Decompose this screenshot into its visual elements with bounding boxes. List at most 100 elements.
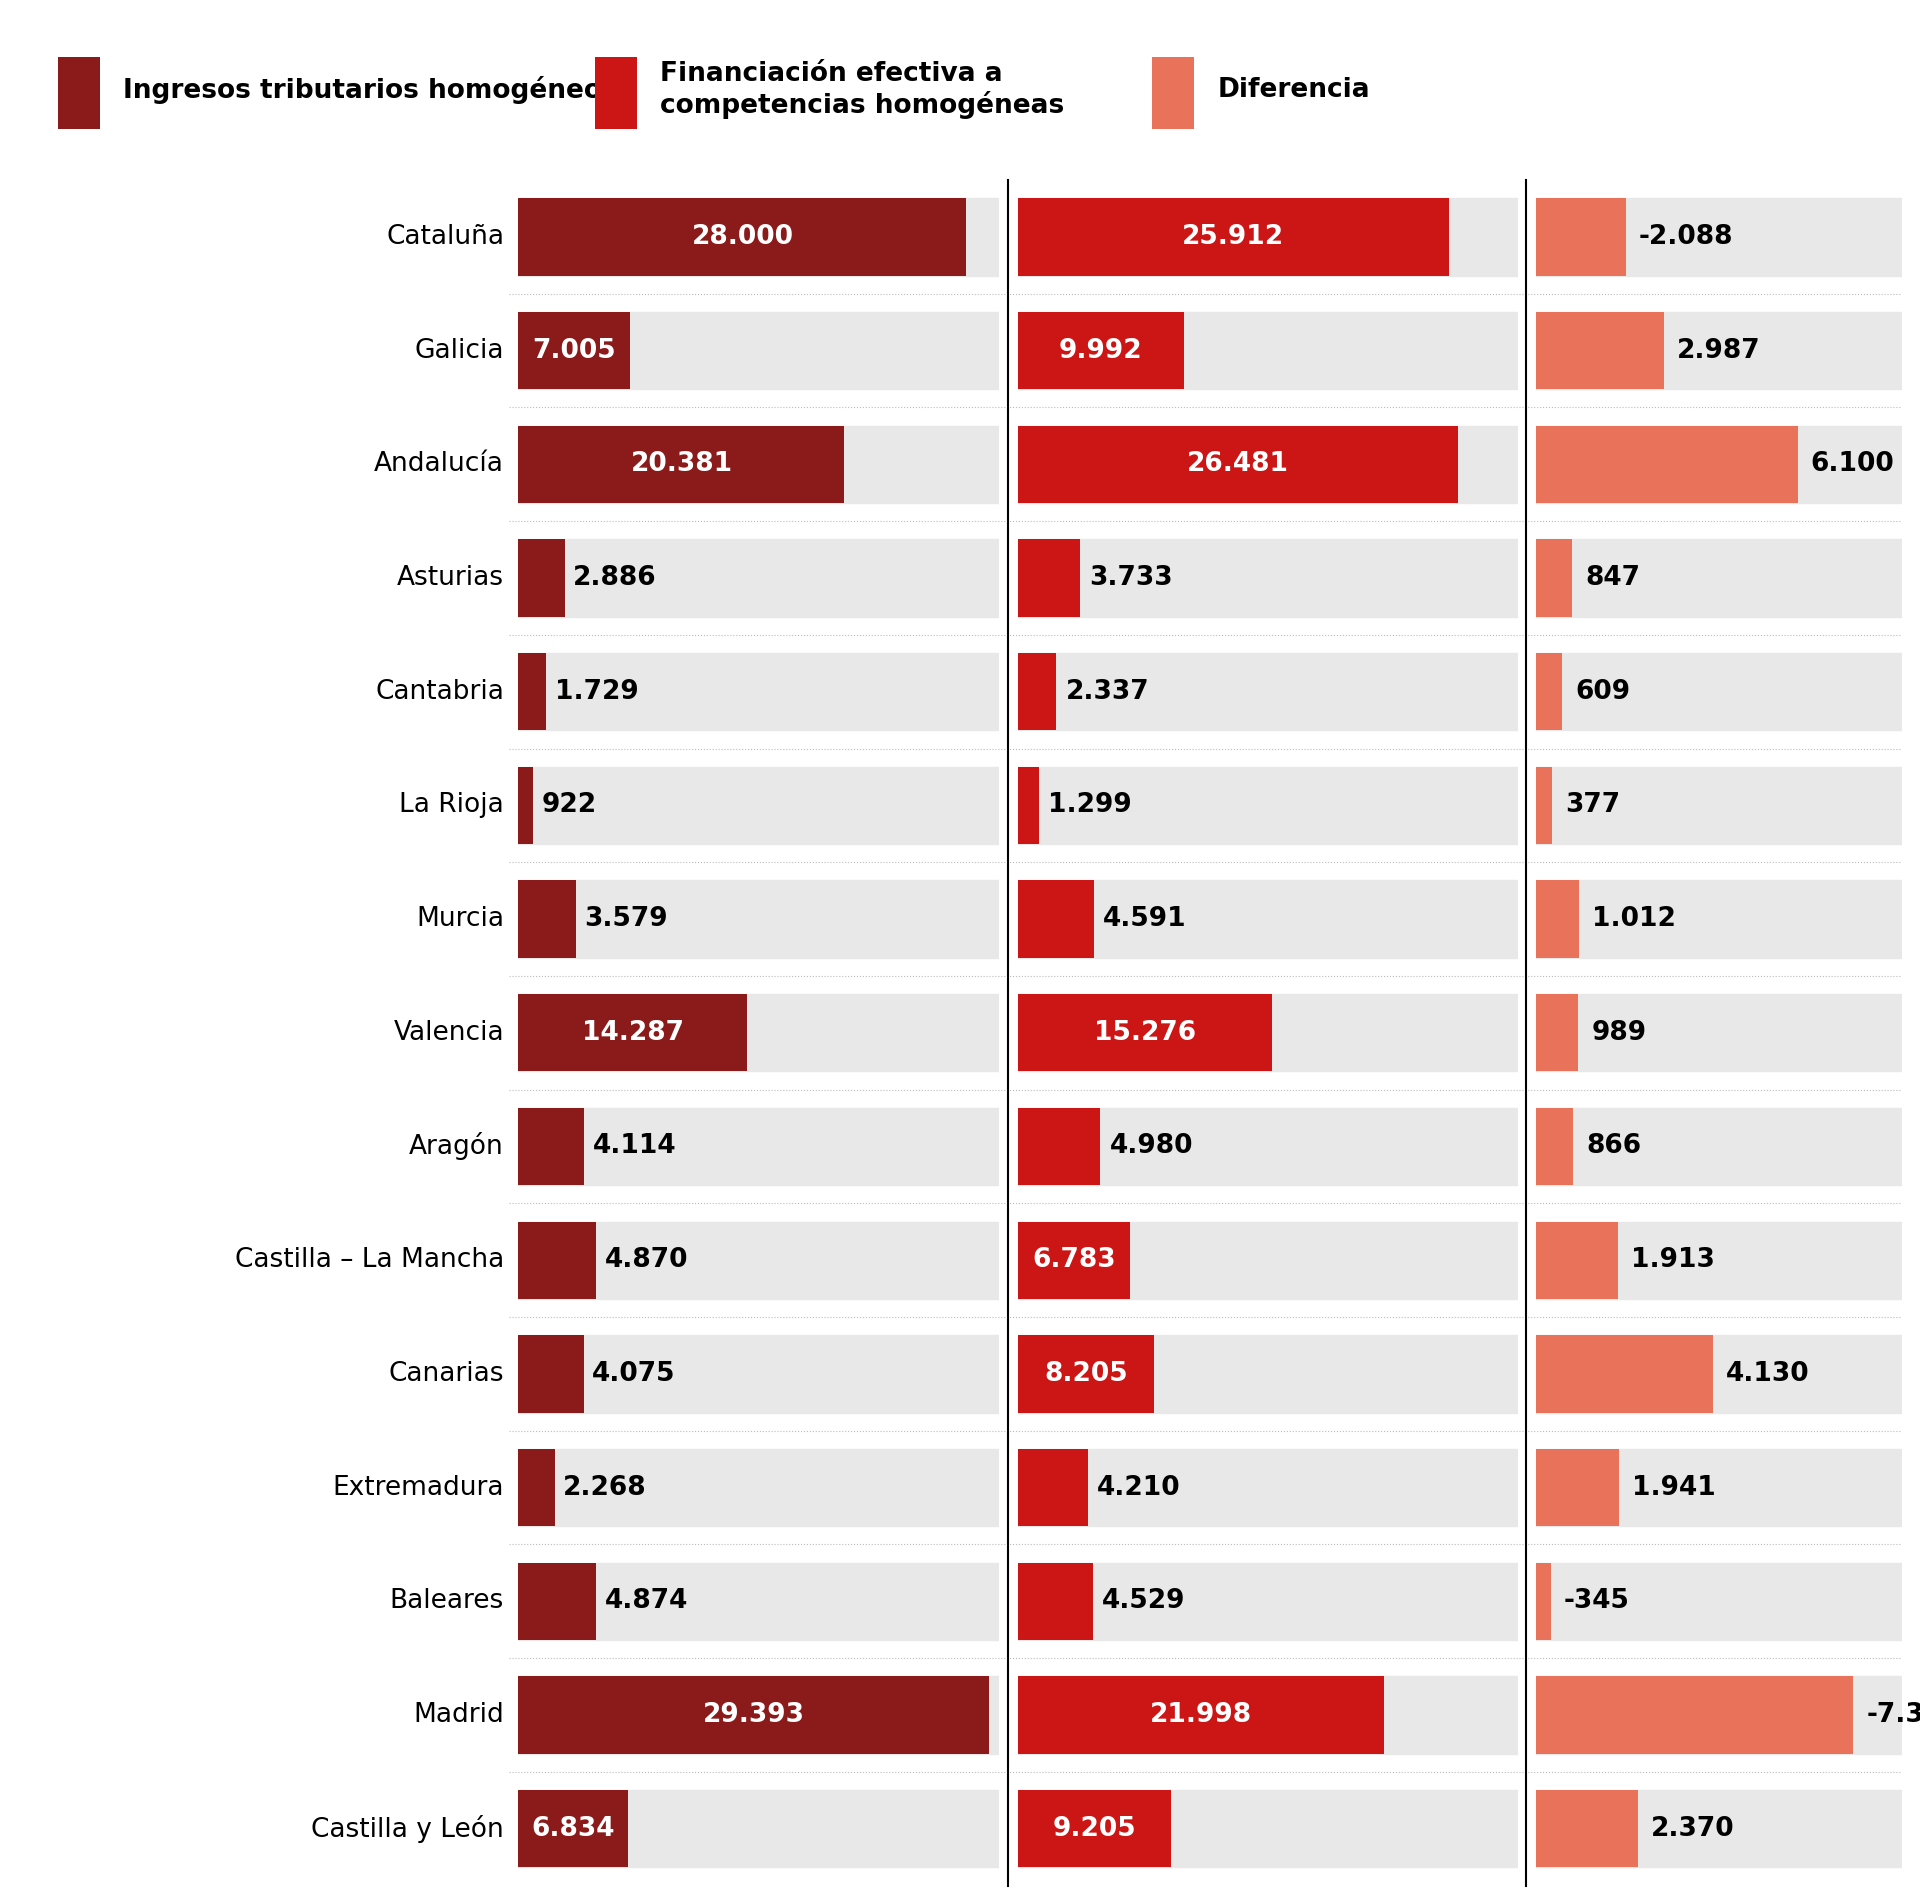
Bar: [518, 1336, 584, 1412]
Text: Madrid: Madrid: [413, 1702, 505, 1728]
Text: -345: -345: [1563, 1588, 1630, 1615]
Bar: [518, 881, 576, 957]
Text: Valencia: Valencia: [394, 1020, 505, 1046]
Text: 4.980: 4.980: [1110, 1133, 1192, 1160]
Text: Baleares: Baleares: [390, 1588, 505, 1615]
Bar: [1018, 1222, 1131, 1298]
Text: 28.000: 28.000: [691, 224, 793, 250]
Text: 20.381: 20.381: [630, 451, 733, 478]
Text: 4.874: 4.874: [605, 1588, 689, 1615]
Bar: [1018, 1563, 1092, 1639]
Bar: [518, 1563, 597, 1639]
Bar: [1536, 1222, 1619, 1298]
Text: 847: 847: [1586, 565, 1640, 591]
Text: Andalucía: Andalucía: [374, 451, 505, 478]
Bar: [1018, 654, 1056, 730]
Text: 866: 866: [1586, 1133, 1642, 1160]
Text: -7.395: -7.395: [1866, 1702, 1920, 1728]
Bar: [518, 1677, 989, 1753]
Text: Asturias: Asturias: [397, 565, 505, 591]
Text: 4.075: 4.075: [591, 1361, 676, 1387]
Bar: [518, 540, 564, 616]
Bar: [1018, 313, 1185, 388]
Text: Cantabria: Cantabria: [374, 678, 505, 705]
Text: 3.733: 3.733: [1089, 565, 1173, 591]
Text: Galicia: Galicia: [415, 337, 505, 364]
Text: 9.205: 9.205: [1052, 1815, 1137, 1842]
Bar: [1536, 1109, 1572, 1184]
Bar: [1018, 1791, 1171, 1867]
Bar: [1536, 881, 1580, 957]
Bar: [1536, 995, 1578, 1071]
Bar: [518, 1450, 555, 1525]
Text: Cataluña: Cataluña: [386, 224, 505, 250]
Text: 7.005: 7.005: [532, 337, 616, 364]
Text: 2.987: 2.987: [1676, 337, 1761, 364]
Bar: [518, 1109, 584, 1184]
Bar: [1018, 540, 1079, 616]
Text: 2.337: 2.337: [1066, 678, 1148, 705]
Bar: [1536, 767, 1551, 843]
Bar: [518, 199, 966, 275]
Text: 8.205: 8.205: [1044, 1361, 1127, 1387]
Text: La Rioja: La Rioja: [399, 792, 505, 819]
Bar: [1018, 995, 1271, 1071]
Bar: [1018, 426, 1459, 502]
Text: 4.210: 4.210: [1096, 1474, 1181, 1501]
Text: Castilla – La Mancha: Castilla – La Mancha: [234, 1247, 505, 1273]
Bar: [518, 426, 845, 502]
Text: 1.012: 1.012: [1592, 906, 1676, 932]
Text: 1.729: 1.729: [555, 678, 639, 705]
Text: 2.370: 2.370: [1651, 1815, 1734, 1842]
Bar: [1018, 1336, 1154, 1412]
Text: 609: 609: [1574, 678, 1630, 705]
Bar: [1536, 654, 1563, 730]
Bar: [1536, 199, 1626, 275]
Text: 26.481: 26.481: [1187, 451, 1288, 478]
Bar: [1018, 1450, 1087, 1525]
Text: 25.912: 25.912: [1183, 224, 1284, 250]
Text: 4.529: 4.529: [1102, 1588, 1185, 1615]
Text: 377: 377: [1565, 792, 1620, 819]
Bar: [1018, 767, 1039, 843]
Bar: [1536, 1563, 1551, 1639]
Text: 2.886: 2.886: [574, 565, 657, 591]
Text: Diferencia: Diferencia: [1217, 78, 1369, 102]
Text: -2.088: -2.088: [1638, 224, 1734, 250]
Text: 4.114: 4.114: [593, 1133, 676, 1160]
Text: Financiación efectiva a
competencias homogéneas: Financiación efectiva a competencias hom…: [660, 61, 1066, 119]
Text: 989: 989: [1592, 1020, 1645, 1046]
Text: 14.287: 14.287: [582, 1020, 684, 1046]
Bar: [1536, 1791, 1638, 1867]
Text: 2.268: 2.268: [563, 1474, 647, 1501]
Text: 1.941: 1.941: [1632, 1474, 1716, 1501]
Text: 21.998: 21.998: [1150, 1702, 1252, 1728]
Text: Aragón: Aragón: [409, 1133, 505, 1160]
Text: 1.299: 1.299: [1048, 792, 1133, 819]
Bar: [518, 1222, 597, 1298]
Text: 9.992: 9.992: [1060, 337, 1142, 364]
Bar: [1536, 1450, 1619, 1525]
Bar: [1018, 1109, 1100, 1184]
Text: Murcia: Murcia: [417, 906, 505, 932]
Text: Ingresos tributarios homogéneos: Ingresos tributarios homogéneos: [123, 76, 618, 104]
Bar: [1536, 313, 1665, 388]
Text: 4.130: 4.130: [1726, 1361, 1811, 1387]
Text: 29.393: 29.393: [703, 1702, 804, 1728]
Bar: [1018, 1677, 1384, 1753]
Text: 15.276: 15.276: [1094, 1020, 1196, 1046]
Text: 6.834: 6.834: [532, 1815, 614, 1842]
Text: 1.913: 1.913: [1630, 1247, 1715, 1273]
Text: Canarias: Canarias: [388, 1361, 505, 1387]
Bar: [518, 767, 534, 843]
Text: 4.870: 4.870: [605, 1247, 689, 1273]
Bar: [1018, 199, 1450, 275]
Bar: [1536, 540, 1572, 616]
Bar: [518, 995, 747, 1071]
Text: 3.579: 3.579: [584, 906, 668, 932]
Bar: [1536, 426, 1797, 502]
Bar: [518, 1791, 628, 1867]
Text: 6.783: 6.783: [1033, 1247, 1116, 1273]
Text: 4.591: 4.591: [1102, 906, 1187, 932]
Bar: [1536, 1336, 1713, 1412]
